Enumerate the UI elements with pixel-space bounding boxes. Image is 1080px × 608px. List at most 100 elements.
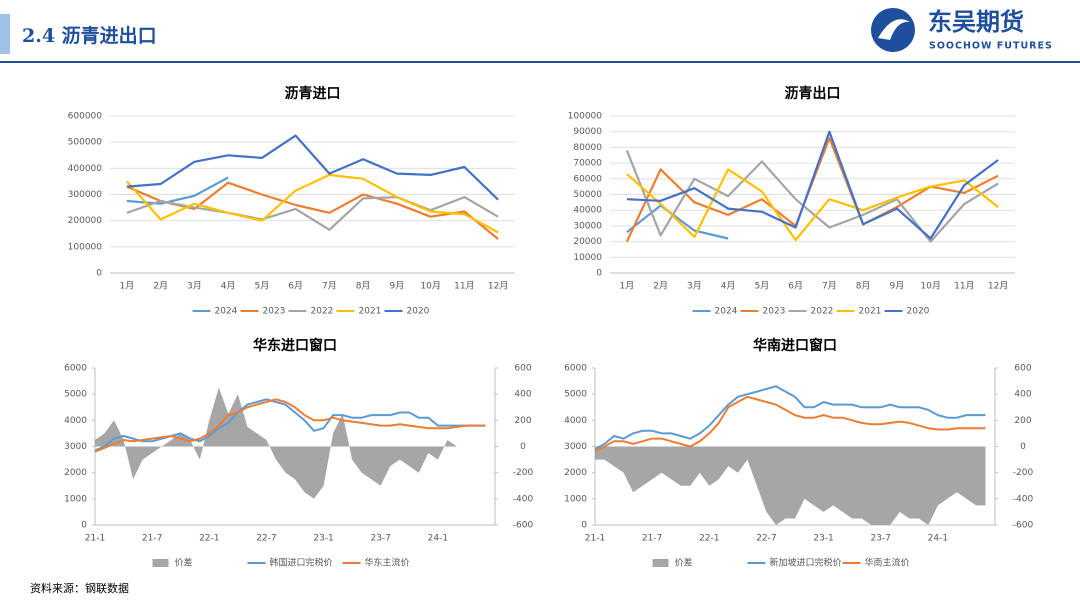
- series-line: [94, 398, 486, 452]
- x-tick-label: 21-1: [85, 534, 105, 544]
- y-tick-label: 4000: [64, 416, 87, 426]
- x-tick-label: 11月: [454, 281, 474, 292]
- series-area: [95, 387, 486, 499]
- x-tick-label: 5月: [255, 281, 270, 292]
- series-line: [594, 385, 986, 450]
- x-tick-label: 23-7: [870, 534, 890, 544]
- series-line: [126, 134, 499, 201]
- x-tick-label: 5月: [755, 281, 770, 292]
- x-tick-label: 3月: [187, 281, 202, 292]
- y-tick-label: 50000: [573, 190, 602, 200]
- x-tick-label: 2月: [653, 281, 668, 292]
- y2-tick-label: -400: [1013, 494, 1034, 504]
- y-tick-label: 3000: [64, 442, 87, 452]
- series-line: [126, 176, 229, 205]
- chart-title: 华东进口窗口: [253, 337, 337, 354]
- x-tick-label: 21-7: [642, 534, 662, 544]
- y-tick-label: 40000: [573, 206, 602, 216]
- legend-label: 华南主流价: [865, 557, 910, 569]
- header-title: 2.4 沥青进出口: [22, 24, 157, 47]
- y-tick-label: 60000: [573, 174, 602, 184]
- y2-tick-label: 400: [514, 390, 531, 400]
- header-bar: [0, 14, 10, 54]
- x-tick-label: 4月: [721, 281, 736, 292]
- x-tick-label: 22-1: [199, 534, 219, 544]
- y2-tick-label: -200: [1013, 468, 1034, 478]
- x-tick-label: 3月: [687, 281, 702, 292]
- legend-label: 2024: [215, 307, 238, 317]
- header-rule: [0, 61, 1080, 63]
- legend-label: 2020: [907, 307, 930, 317]
- y-tick-label: 6000: [564, 364, 587, 374]
- legend-swatch: [152, 559, 169, 567]
- x-tick-label: 23-1: [813, 534, 833, 544]
- y-tick-label: 600000: [68, 112, 103, 122]
- legend-label: 韩国进口完税价: [270, 557, 333, 569]
- y-tick-label: 30000: [573, 221, 602, 231]
- legend-label: 2021: [859, 307, 882, 317]
- y-tick-label: 500000: [68, 138, 103, 148]
- x-tick-label: 12月: [988, 281, 1008, 292]
- legend-label: 2023: [763, 307, 786, 317]
- y2-tick-label: 0: [520, 442, 526, 452]
- legend-label: 2023: [263, 307, 286, 317]
- y2-tick-label: 400: [1014, 390, 1031, 400]
- legend-label: 华东主流价: [365, 557, 410, 569]
- y2-tick-label: -400: [513, 494, 534, 504]
- y2-tick-label: -600: [513, 521, 534, 531]
- y2-tick-label: -600: [1013, 521, 1034, 531]
- x-tick-label: 22-1: [699, 534, 719, 544]
- y2-tick-label: 200: [1014, 416, 1031, 426]
- y-tick-label: 10000: [573, 253, 602, 263]
- x-tick-label: 23-1: [313, 534, 333, 544]
- series-line: [594, 395, 986, 453]
- x-tick-label: 21-7: [142, 534, 162, 544]
- logo-swoosh: [878, 19, 910, 40]
- y2-tick-label: 600: [514, 364, 531, 374]
- series-line: [625, 150, 999, 243]
- legend-label: 2020: [407, 307, 430, 317]
- logo-cn: 东吴期货: [928, 8, 1024, 36]
- x-tick-label: 21-1: [585, 534, 605, 544]
- y-tick-label: 400000: [68, 164, 103, 174]
- series-area: [595, 446, 986, 525]
- x-tick-label: 1月: [620, 281, 635, 292]
- y-tick-label: 200000: [68, 216, 103, 226]
- x-tick-label: 22-7: [756, 534, 776, 544]
- x-tick-label: 22-7: [256, 534, 276, 544]
- legend-label: 价差: [675, 557, 693, 569]
- y-tick-label: 0: [581, 521, 587, 531]
- x-tick-label: 8月: [856, 281, 871, 292]
- legend-swatch: [652, 559, 669, 567]
- x-tick-label: 4月: [221, 281, 236, 292]
- chart-title: 华南进口窗口: [753, 337, 837, 354]
- y-tick-label: 0: [81, 521, 87, 531]
- y-tick-label: 0: [96, 269, 102, 279]
- legend-label: 2021: [359, 307, 382, 317]
- y-tick-label: 300000: [68, 190, 103, 200]
- y-tick-label: 90000: [573, 127, 602, 137]
- y-tick-label: 0: [596, 269, 602, 279]
- y-tick-label: 4000: [564, 416, 587, 426]
- series-line: [94, 398, 486, 453]
- logo-en: SOOCHOW FUTURES: [929, 41, 1053, 52]
- y-tick-label: 5000: [64, 390, 87, 400]
- y-tick-label: 5000: [564, 390, 587, 400]
- x-tick-label: 24-1: [428, 534, 448, 544]
- x-tick-label: 10月: [420, 281, 440, 292]
- legend-label: 2022: [811, 307, 834, 317]
- y-tick-label: 100000: [568, 112, 603, 122]
- y2-tick-label: 0: [1020, 442, 1026, 452]
- series-line: [126, 173, 499, 234]
- y-tick-label: 2000: [564, 468, 587, 478]
- y2-tick-label: 200: [514, 416, 531, 426]
- x-tick-label: 7月: [322, 281, 337, 292]
- x-tick-label: 12月: [488, 281, 508, 292]
- y-tick-label: 20000: [573, 237, 602, 247]
- y-tick-label: 3000: [564, 442, 587, 452]
- x-tick-label: 24-1: [928, 534, 948, 544]
- chart-title: 沥青进口: [285, 85, 341, 102]
- series-line: [626, 130, 999, 240]
- y-tick-label: 6000: [64, 364, 87, 374]
